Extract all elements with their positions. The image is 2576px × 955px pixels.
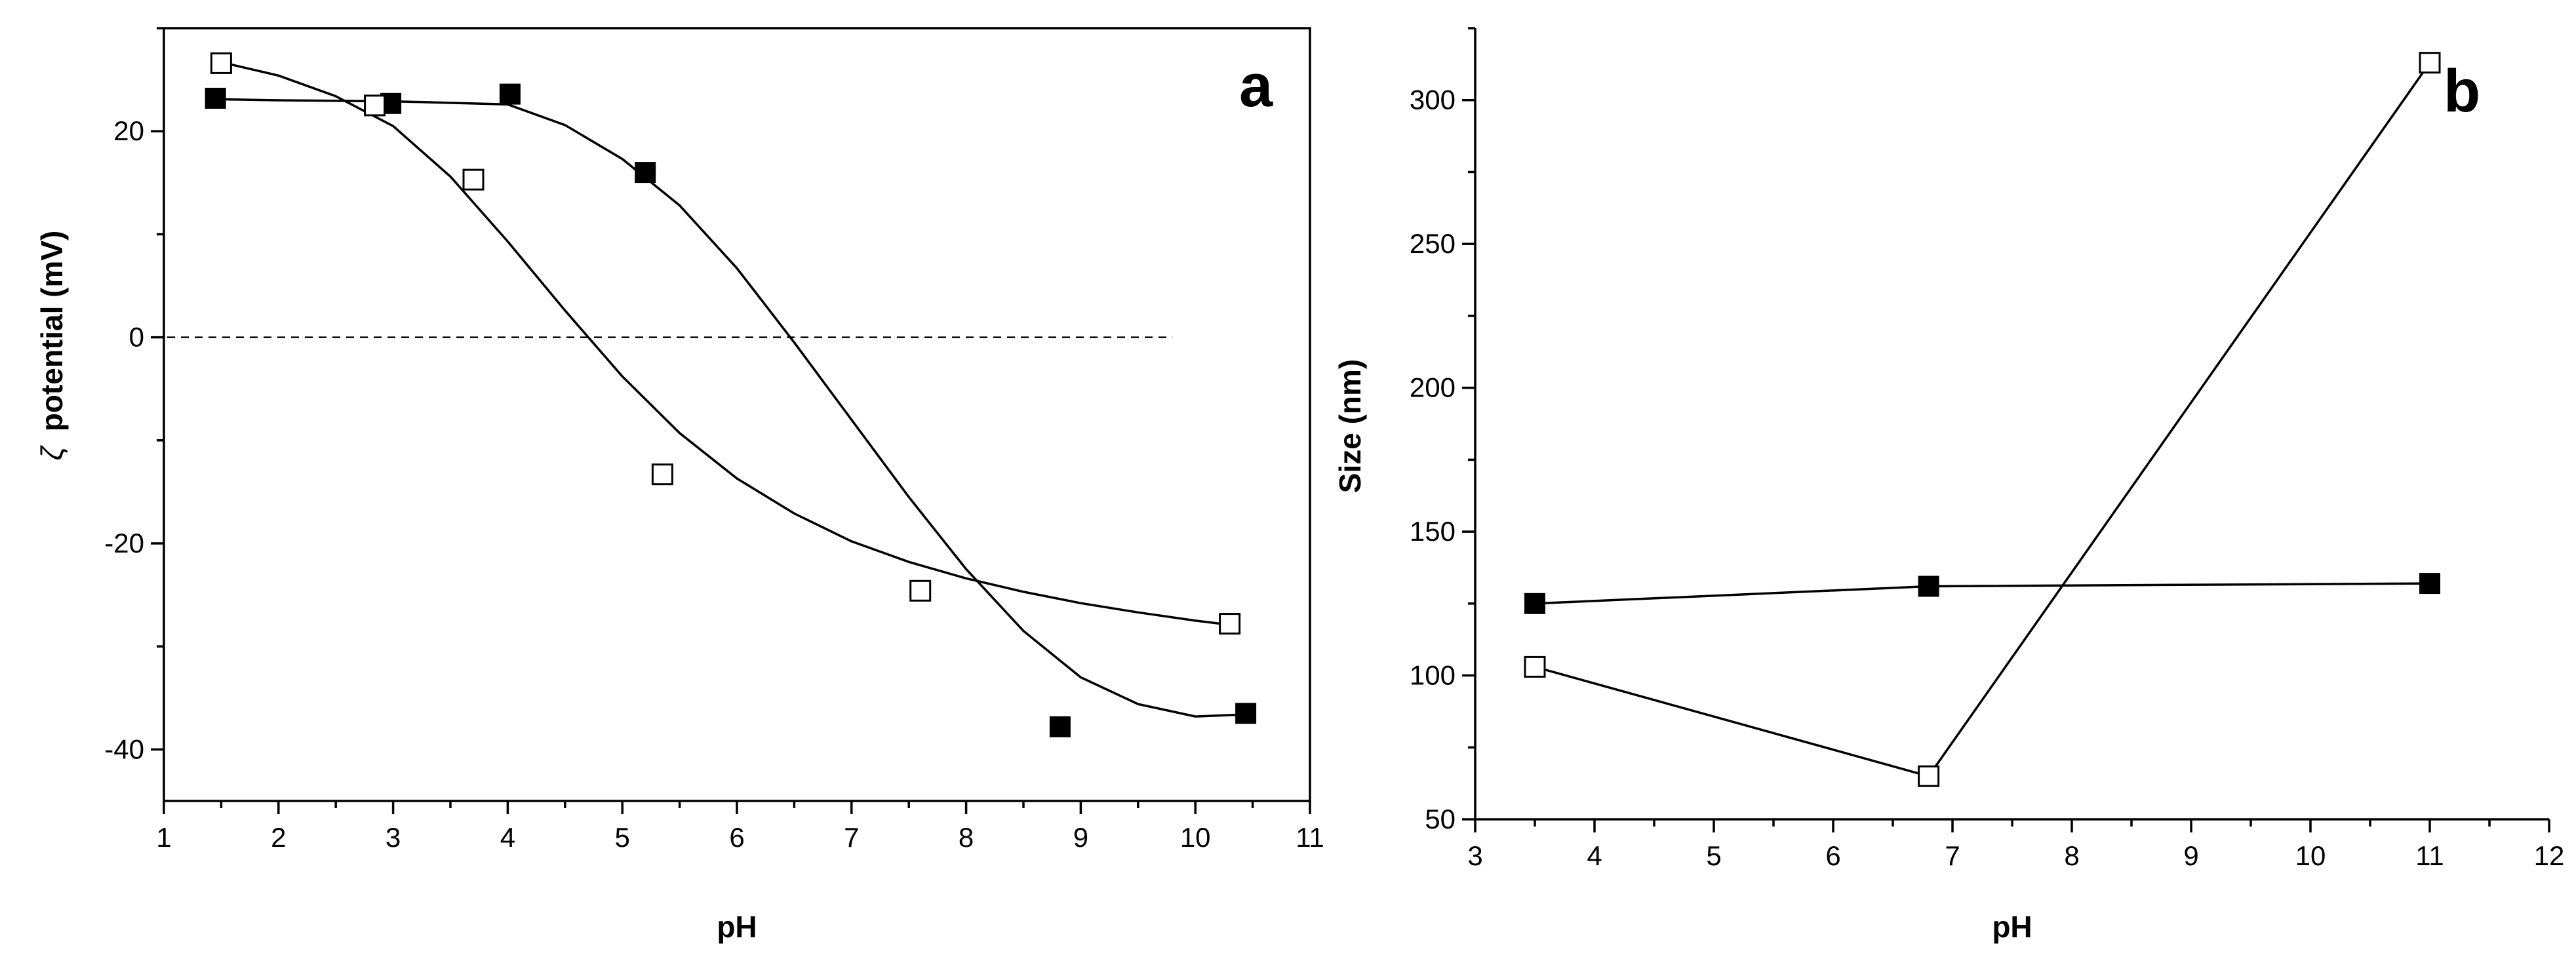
x-tick-label: 11 [1296, 822, 1324, 853]
x-tick-label: 11 [2415, 840, 2444, 871]
panel-a-frame [163, 27, 1311, 802]
panel-b-axes: 3 4 5 6 7 8 9 10 11 12 50 100 150 200 250 300 [1410, 27, 2565, 871]
panel-a-y-axis-title-text: potential (mV) [35, 231, 69, 432]
y-tick-label: 100 [1410, 660, 1456, 691]
data-point-open-square [651, 463, 673, 486]
data-point-open-square [909, 579, 932, 602]
data-point-open-square [210, 52, 232, 74]
x-tick-label: 8 [2064, 840, 2079, 871]
data-point-filled-square [2419, 573, 2440, 594]
data-point-filled-square [499, 83, 521, 105]
x-tick-label: 10 [1180, 822, 1211, 853]
x-tick-label: 6 [729, 822, 744, 853]
panel-a-x-axis-title: pH [717, 910, 757, 944]
data-point-open-square [1524, 655, 1546, 678]
series-line [1534, 62, 2431, 778]
x-tick-label: 2 [271, 822, 286, 853]
y-tick-label: -40 [104, 733, 144, 764]
data-point-open-square [1219, 613, 1241, 635]
data-point-filled-square [1524, 593, 1545, 614]
y-tick-label: 150 [1410, 516, 1456, 547]
data-point-filled-square [205, 87, 226, 109]
panel-b-series-filled [1524, 573, 2440, 614]
y-tick-label: 0 [129, 322, 144, 353]
y-tick-label: 300 [1410, 85, 1456, 115]
svg-text:ζ potential (mV): ζ potential (mV) [35, 231, 69, 461]
data-point-filled-square [1049, 716, 1071, 737]
x-tick-label: 10 [2295, 840, 2326, 871]
data-point-filled-square [1235, 703, 1257, 724]
fit-curve [221, 98, 1246, 718]
x-tick-label: 12 [2534, 840, 2565, 871]
x-tick-label: 1 [156, 822, 171, 853]
data-point-open-square [364, 94, 386, 117]
x-tick-label: 5 [1706, 840, 1721, 871]
panel-b-y-axis-title-text: Size (nm) [1333, 359, 1367, 493]
x-tick-label: 4 [1587, 840, 1602, 871]
x-tick-label: 3 [386, 822, 401, 853]
x-tick-label: 4 [500, 822, 515, 853]
data-point-filled-square [1918, 575, 1939, 597]
panel-a-series-filled [205, 83, 1257, 737]
panel-a-letter: a [1239, 52, 1273, 119]
x-tick-label: 9 [1073, 822, 1088, 853]
panel-a-series-open [210, 52, 1241, 635]
panel-a-y-axis-title: ζ potential (mV) [35, 231, 69, 461]
y-tick-label: 250 [1410, 228, 1456, 259]
x-tick-label: 9 [2183, 840, 2198, 871]
y-tick-label: 20 [113, 115, 144, 146]
y-tick-label: 50 [1425, 804, 1456, 834]
y-tick-label: 200 [1410, 372, 1456, 403]
x-tick-label: 6 [1825, 840, 1840, 871]
data-point-open-square [462, 168, 485, 191]
panel-b-letter: b [2444, 58, 2480, 125]
series-line [1534, 582, 2430, 605]
panel-b-size-chart: b pH Size (nm) 3 4 5 6 7 8 9 10 11 12 50 100 150 200 2… [1333, 27, 2565, 944]
panel-b-series-open [1524, 52, 2441, 787]
data-point-open-square [2419, 52, 2441, 74]
fit-curve [221, 61, 1230, 626]
data-point-filled-square [635, 162, 656, 184]
y-tick-label: -20 [104, 528, 144, 558]
x-tick-label: 7 [1945, 840, 1960, 871]
panel-a-zeta-potential-chart: a pH ζ potential (mV) 1 2 3 4 5 6 7 8 9 10 11 -40 -2… [35, 27, 1324, 944]
x-tick-label: 3 [1467, 840, 1482, 871]
panel-b-y-axis-title: Size (nm) [1333, 359, 1367, 493]
zeta-symbol: ζ [35, 444, 69, 460]
x-tick-label: 7 [844, 822, 859, 853]
panel-a-axes: 1 2 3 4 5 6 7 8 9 10 11 -40 -20 0 20 [104, 27, 1324, 853]
panel-b-x-axis-title: pH [1992, 910, 2032, 944]
x-tick-label: 5 [615, 822, 630, 853]
data-point-open-square [1918, 765, 1940, 787]
x-tick-label: 8 [959, 822, 974, 853]
